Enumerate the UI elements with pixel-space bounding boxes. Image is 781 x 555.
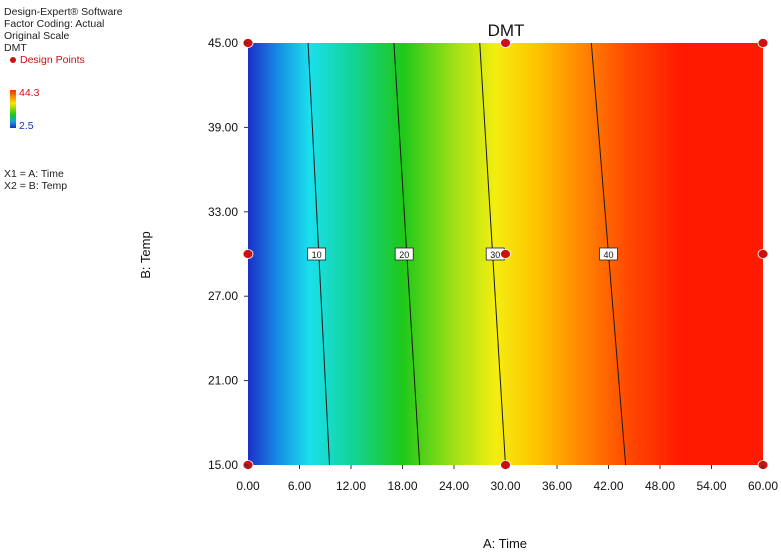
- factor-coding-label: Factor Coding: Actual: [4, 18, 105, 30]
- x-tick-label: 6.00: [288, 479, 312, 493]
- color-scale-bar: [10, 90, 16, 128]
- x-tick-label: 18.00: [387, 479, 417, 493]
- contour-label-box: [394, 247, 414, 261]
- design-point: [500, 249, 511, 259]
- y-tick-label: 15.00: [208, 458, 238, 472]
- x-tick-label: 54.00: [696, 479, 726, 493]
- x2-definition: X2 = B: Temp: [4, 180, 68, 192]
- contour-label-20: 20: [399, 250, 409, 260]
- x-tick-label: 36.00: [542, 479, 572, 493]
- factor-definitions: X1 = A: Time X2 = B: Temp: [4, 168, 67, 192]
- y-tick-label: 33.00: [208, 205, 238, 219]
- chart-title: DMT: [488, 21, 525, 40]
- scale-label: Original Scale: [4, 30, 70, 42]
- x-tick-label: 60.00: [748, 479, 778, 493]
- x-tick-label: 24.00: [439, 479, 469, 493]
- software-label: Design-Expert® Software: [4, 6, 123, 18]
- color-scale-min: 2.5: [19, 120, 34, 132]
- design-point: [500, 38, 511, 48]
- design-point: [757, 249, 769, 259]
- contour-label-box: [599, 247, 618, 261]
- legend-panel: Design-Expert® Software Factor Coding: A…: [4, 6, 123, 66]
- color-scale-max: 44.3: [19, 87, 40, 99]
- contour-label-10: 10: [312, 250, 322, 260]
- response-label: DMT: [4, 42, 27, 54]
- y-axis-label: B: Temp: [138, 231, 153, 278]
- y-tick-label: 45.00: [208, 36, 238, 50]
- x-tick-label: 30.00: [490, 479, 520, 493]
- y-tick-label: 39.00: [208, 120, 238, 134]
- design-points-legend: Design Points: [4, 54, 123, 66]
- x-tick-label: 12.00: [336, 479, 366, 493]
- y-tick-label: 27.00: [208, 289, 238, 303]
- y-tick-label: 21.00: [208, 374, 238, 388]
- design-points-label: Design Points: [20, 54, 85, 66]
- design-point-icon: [10, 56, 16, 63]
- design-point: [757, 38, 769, 48]
- x-tick-label: 0.00: [236, 479, 260, 493]
- x-axis-label: A: Time: [483, 536, 527, 551]
- contour-label-40: 40: [603, 250, 613, 260]
- contour-label-30: 30: [490, 250, 500, 260]
- x-tick-label: 48.00: [645, 479, 675, 493]
- contour-label-box: [307, 247, 327, 261]
- x-tick-label: 42.00: [593, 479, 623, 493]
- x1-definition: X1 = A: Time: [4, 168, 64, 180]
- design-point: [242, 249, 254, 259]
